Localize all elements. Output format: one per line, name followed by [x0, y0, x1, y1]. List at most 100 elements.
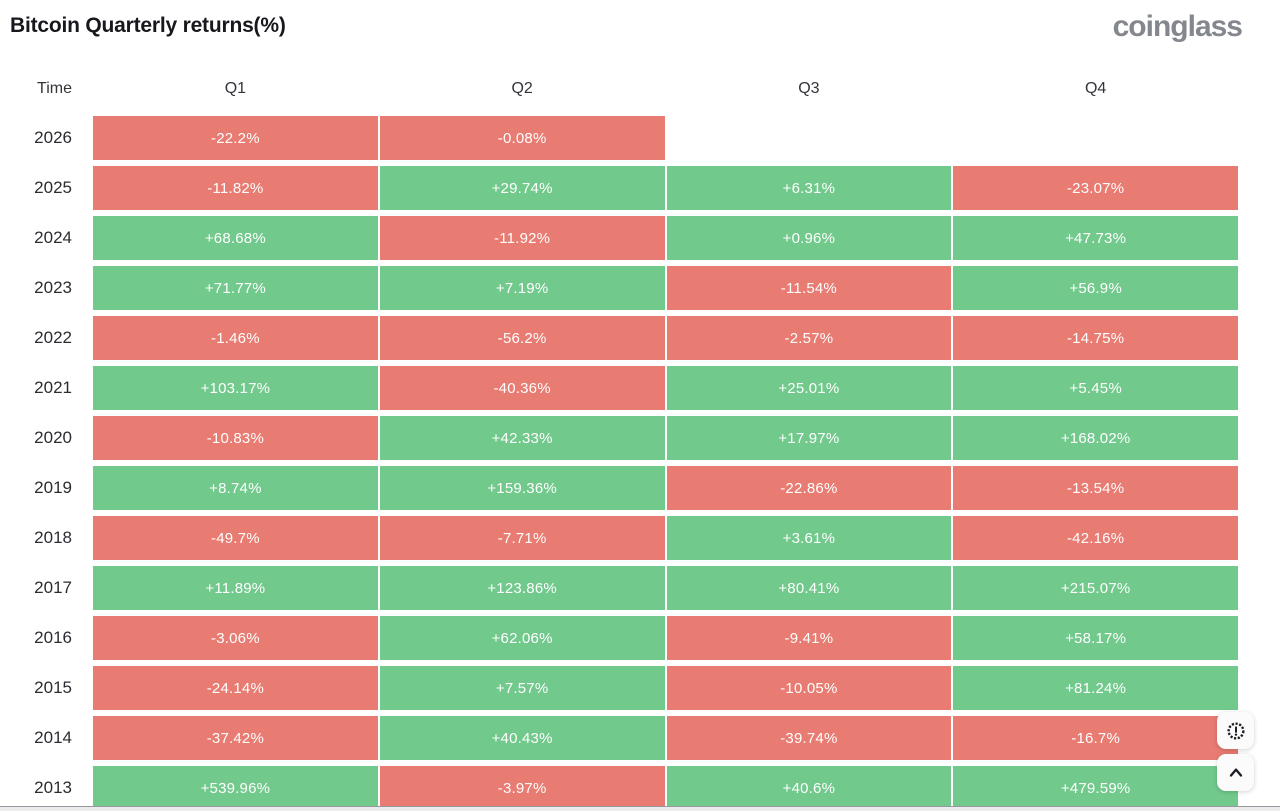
return-cell: -39.74%: [666, 716, 952, 760]
return-cell: -40.36%: [379, 366, 665, 410]
year-label: 2021: [34, 378, 72, 397]
return-cell: +58.17%: [953, 616, 1238, 660]
table-row: 2018 -49.7% -7.71% +3.61% -42.16%: [10, 516, 1239, 560]
table-row: 2023 +71.77% +7.19% -11.54% +56.9%: [10, 266, 1239, 310]
year-label: 2014: [34, 728, 72, 747]
return-cell: -11.54%: [666, 266, 952, 310]
year-label: 2023: [34, 278, 72, 297]
return-cell: -11.92%: [379, 216, 665, 260]
coinglass-logo[interactable]: coinglass: [1112, 10, 1243, 43]
row-cells: -1.46% -56.2% -2.57% -14.75%: [92, 316, 1239, 360]
return-cell: -11.82%: [93, 166, 378, 210]
row-cells: +68.68% -11.92% +0.96% +47.73%: [92, 216, 1239, 260]
table-row: 2015 -24.14% +7.57% -10.05% +81.24%: [10, 666, 1239, 710]
return-cell: +47.73%: [953, 216, 1238, 260]
return-cell: +29.74%: [379, 166, 665, 210]
return-cell: -2.57%: [666, 316, 952, 360]
return-cell: +56.9%: [953, 266, 1238, 310]
year-label: 2022: [34, 328, 72, 347]
return-cell: -3.06%: [93, 616, 378, 660]
return-cell: +8.74%: [93, 466, 378, 510]
row-cells: -10.83% +42.33% +17.97% +168.02%: [92, 416, 1239, 460]
year-label: 2024: [34, 228, 72, 247]
page-title: Bitcoin Quarterly returns(%): [10, 14, 286, 37]
row-cells: -49.7% -7.71% +3.61% -42.16%: [92, 516, 1239, 560]
table-row: 2020 -10.83% +42.33% +17.97% +168.02%: [10, 416, 1239, 460]
return-cell: +68.68%: [93, 216, 378, 260]
alert-gear-icon: [1225, 720, 1247, 742]
return-cell: -10.83%: [93, 416, 378, 460]
return-cell: +5.45%: [953, 366, 1238, 410]
quarter-headers: Q1 Q2 Q3 Q4: [92, 79, 1239, 99]
row-cells: -22.2% -0.08%: [92, 116, 1239, 160]
column-header-time: Time: [37, 80, 72, 97]
row-cells: +539.96% -3.97% +40.6% +479.59%: [92, 766, 1239, 810]
return-cell: +123.86%: [379, 566, 665, 610]
return-cell: [953, 116, 1238, 160]
return-cell: -7.71%: [379, 516, 665, 560]
year-label: 2018: [34, 528, 72, 547]
row-cells: -24.14% +7.57% -10.05% +81.24%: [92, 666, 1239, 710]
return-cell: +103.17%: [93, 366, 378, 410]
year-label: 2013: [34, 778, 72, 797]
return-cell: -22.2%: [93, 116, 378, 160]
table-row: 2025 -11.82% +29.74% +6.31% -23.07%: [10, 166, 1239, 210]
return-cell: +215.07%: [953, 566, 1238, 610]
return-cell: -0.08%: [379, 116, 665, 160]
return-cell: -24.14%: [93, 666, 378, 710]
return-cell: -22.86%: [666, 466, 952, 510]
return-cell: +6.31%: [666, 166, 952, 210]
table-row: 2024 +68.68% -11.92% +0.96% +47.73%: [10, 216, 1239, 260]
return-cell: [667, 116, 952, 160]
return-cell: +168.02%: [953, 416, 1238, 460]
return-cell: -23.07%: [953, 166, 1238, 210]
table-row: 2013 +539.96% -3.97% +40.6% +479.59%: [10, 766, 1239, 810]
return-cell: +71.77%: [93, 266, 378, 310]
return-cell: +7.57%: [379, 666, 665, 710]
return-cell: +11.89%: [93, 566, 378, 610]
return-cell: +17.97%: [666, 416, 952, 460]
return-cell: -56.2%: [379, 316, 665, 360]
return-cell: +42.33%: [379, 416, 665, 460]
row-cells: -37.42% +40.43% -39.74% -16.7%: [92, 716, 1239, 760]
column-header-q4: Q4: [1084, 80, 1107, 97]
year-label: 2020: [34, 428, 72, 447]
table-row: 2014 -37.42% +40.43% -39.74% -16.7%: [10, 716, 1239, 760]
return-cell: +40.43%: [379, 716, 665, 760]
return-cell: +7.19%: [379, 266, 665, 310]
row-cells: +71.77% +7.19% -11.54% +56.9%: [92, 266, 1239, 310]
quarterly-returns-table: Time Q1 Q2 Q3 Q4 2026 -22.2% -0.08% 2025 -11…: [10, 79, 1239, 811]
return-cell: -9.41%: [666, 616, 952, 660]
table-row: 2017 +11.89% +123.86% +80.41% +215.07%: [10, 566, 1239, 610]
return-cell: +25.01%: [666, 366, 952, 410]
year-label: 2015: [34, 678, 72, 697]
table-row: 2021 +103.17% -40.36% +25.01% +5.45%: [10, 366, 1239, 410]
return-cell: +80.41%: [666, 566, 952, 610]
return-cell: -1.46%: [93, 316, 378, 360]
row-cells: +103.17% -40.36% +25.01% +5.45%: [92, 366, 1239, 410]
return-cell: +159.36%: [379, 466, 665, 510]
return-cell: -49.7%: [93, 516, 378, 560]
header-bar: Bitcoin Quarterly returns(%) coinglass: [0, 0, 1280, 62]
year-label: 2017: [34, 578, 72, 597]
table-header-row: Time Q1 Q2 Q3 Q4: [10, 79, 1239, 99]
return-cell: +62.06%: [379, 616, 665, 660]
return-cell: +539.96%: [93, 766, 378, 810]
row-cells: -11.82% +29.74% +6.31% -23.07%: [92, 166, 1239, 210]
year-label: 2026: [34, 128, 72, 147]
table-row: 2016 -3.06% +62.06% -9.41% +58.17%: [10, 616, 1239, 660]
table-row: 2019 +8.74% +159.36% -22.86% -13.54%: [10, 466, 1239, 510]
table-body: 2026 -22.2% -0.08% 2025 -11.82% +29.74% +6.31%…: [10, 116, 1239, 810]
return-cell: -37.42%: [93, 716, 378, 760]
scroll-to-top-button[interactable]: [1217, 754, 1254, 791]
feedback-button[interactable]: [1217, 712, 1254, 749]
return-cell: +0.96%: [666, 216, 952, 260]
column-header-q1: Q1: [224, 80, 247, 97]
year-label: 2016: [34, 628, 72, 647]
page-bottom-divider: [0, 806, 1280, 811]
table-row: 2026 -22.2% -0.08%: [10, 116, 1239, 160]
table-row: 2022 -1.46% -56.2% -2.57% -14.75%: [10, 316, 1239, 360]
return-cell: -42.16%: [953, 516, 1238, 560]
return-cell: +81.24%: [953, 666, 1238, 710]
